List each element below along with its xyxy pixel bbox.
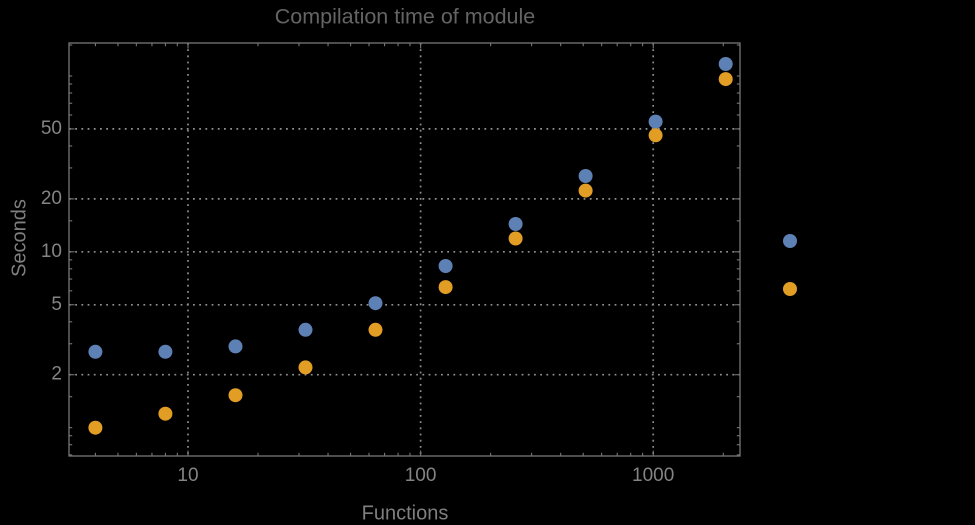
x-tick-label: 1000	[632, 465, 674, 486]
data-point-series-blue	[648, 114, 663, 129]
data-point-series-blue	[368, 296, 383, 311]
data-point-series-orange	[88, 420, 103, 435]
y-tick-label: 50	[41, 118, 62, 139]
y-axis-label: Seconds	[8, 199, 31, 277]
y-tick-label: 5	[51, 294, 62, 315]
data-point-series-orange	[718, 72, 733, 87]
data-point-series-blue	[298, 322, 313, 337]
data-point-series-orange	[648, 128, 663, 143]
plot-frame	[68, 42, 741, 457]
x-axis-label: Functions	[361, 502, 449, 525]
data-point-series-blue	[88, 344, 103, 359]
legend-marker	[783, 282, 797, 296]
y-tick-label: 2	[51, 364, 62, 385]
data-point-series-orange	[508, 231, 523, 246]
legend-marker	[783, 234, 797, 248]
chart-title: Compilation time of module	[274, 4, 536, 29]
data-point-series-blue	[438, 259, 453, 273]
x-tick-label: 10	[177, 465, 198, 486]
data-point-series-blue	[158, 344, 173, 359]
y-tick-label: 10	[41, 241, 62, 262]
data-point-series-orange	[298, 360, 313, 375]
data-point-series-orange	[578, 183, 593, 198]
data-point-series-orange	[228, 388, 243, 403]
data-point-series-blue	[228, 339, 243, 354]
data-point-series-orange	[438, 280, 453, 295]
data-point-series-blue	[718, 57, 733, 71]
data-point-series-blue	[578, 169, 593, 183]
data-point-series-orange	[158, 406, 173, 421]
data-point-series-orange	[368, 322, 383, 337]
data-point-series-blue	[508, 217, 523, 231]
y-tick-label: 20	[41, 188, 62, 209]
x-tick-label: 100	[405, 465, 437, 486]
